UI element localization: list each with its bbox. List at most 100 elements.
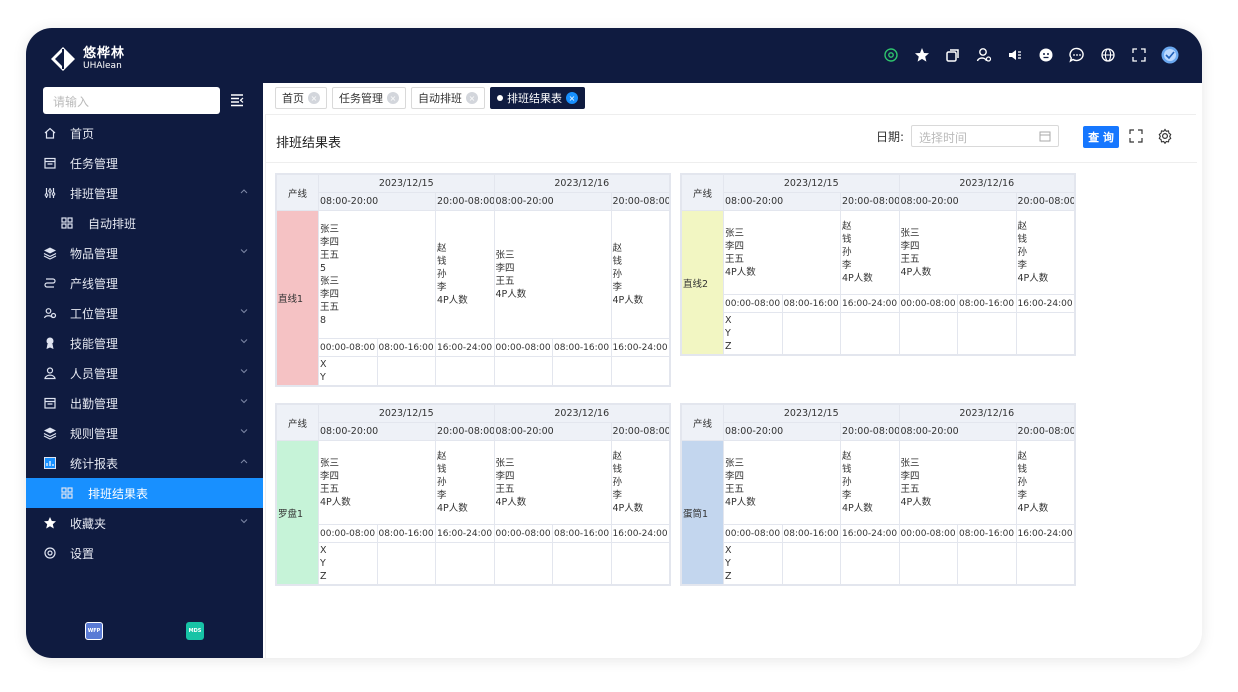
user-settings-icon[interactable] bbox=[974, 45, 994, 65]
sidebar-item-9[interactable]: 出勤管理 bbox=[26, 388, 263, 418]
sidebar-item-5[interactable]: 产线管理 bbox=[26, 268, 263, 298]
tab-3[interactable]: 排班结果表 × bbox=[490, 87, 585, 109]
sidebar: 请输入 首页 任务管理 排班管理 自动排班 物品管理产线管理工位管理技能管理 人员管理 出勤… bbox=[26, 83, 263, 658]
time-slot: 16:00-24:00 bbox=[610, 524, 670, 543]
tab-0[interactable]: 首页 × bbox=[275, 87, 327, 109]
mds-app-button[interactable]: MDS bbox=[186, 622, 204, 640]
sidebar-bottom: WFP MDS bbox=[26, 618, 263, 644]
date-header: 2023/12/15 bbox=[318, 174, 495, 193]
star-icon bbox=[44, 517, 56, 529]
settings-icon[interactable] bbox=[1157, 128, 1173, 144]
date-picker[interactable]: 选择时间 bbox=[911, 125, 1059, 147]
query-button[interactable]: 查 询 bbox=[1083, 126, 1119, 148]
globe-icon[interactable] bbox=[1098, 45, 1118, 65]
expand-icon[interactable] bbox=[1128, 128, 1144, 144]
volume-icon[interactable] bbox=[1005, 45, 1025, 65]
task-icon bbox=[44, 157, 56, 169]
time-slot: 08:00-16:00 bbox=[957, 294, 1017, 313]
time-slot: 00:00-08:00 bbox=[318, 524, 378, 543]
sidebar-item-1[interactable]: 任务管理 bbox=[26, 148, 263, 178]
avatar[interactable] bbox=[1160, 45, 1180, 65]
close-icon[interactable]: × bbox=[387, 92, 399, 104]
face-icon[interactable] bbox=[1036, 45, 1056, 65]
sidebar-item-label: 规则管理 bbox=[70, 426, 119, 441]
logo-icon bbox=[51, 47, 75, 71]
brand-name: 悠桦林 bbox=[83, 46, 126, 61]
sidebar-item-7[interactable]: 技能管理 bbox=[26, 328, 263, 358]
brand: 悠桦林 UHAlean bbox=[83, 47, 125, 72]
sidebar-item-8[interactable]: 人员管理 bbox=[26, 358, 263, 388]
sidebar-item-10[interactable]: 规则管理 bbox=[26, 418, 263, 448]
time-slot: 08:00-16:00 bbox=[552, 524, 612, 543]
chat-icon[interactable] bbox=[1067, 45, 1087, 65]
empty-cell bbox=[610, 542, 670, 585]
empty-cell bbox=[840, 542, 900, 585]
brand-subname: UHAlean bbox=[83, 61, 122, 71]
sidebar-item-13[interactable]: 收藏夹 bbox=[26, 508, 263, 538]
chevron-down-icon bbox=[240, 369, 248, 374]
user-icon bbox=[44, 367, 56, 380]
date-header: 2023/12/15 bbox=[723, 404, 900, 423]
sidebar-item-label: 设置 bbox=[70, 546, 95, 561]
close-icon[interactable]: × bbox=[308, 92, 320, 104]
stack-icon bbox=[43, 427, 57, 440]
shift-header: 08:00-20:00 bbox=[493, 422, 612, 441]
shift-header: 08:00-20:00 bbox=[723, 192, 841, 211]
empty-cell bbox=[610, 356, 670, 386]
fullscreen-icon[interactable] bbox=[1129, 45, 1149, 65]
sidebar-item-6[interactable]: 工位管理 bbox=[26, 298, 263, 328]
line-name: 直线2 bbox=[681, 210, 724, 355]
line-name: 蛋筒1 bbox=[681, 440, 724, 585]
tab-2[interactable]: 自动排班 × bbox=[411, 87, 485, 109]
time-slot: 16:00-24:00 bbox=[610, 338, 670, 357]
tab-1[interactable]: 任务管理 × bbox=[332, 87, 406, 109]
sidebar-item-label: 工位管理 bbox=[70, 306, 119, 321]
line-header: 产线 bbox=[681, 174, 724, 211]
sidebar-item-0[interactable]: 首页 bbox=[26, 118, 263, 148]
assign-cell: 赵钱孙李 4P人数 bbox=[1015, 440, 1075, 525]
sidebar-item-label: 产线管理 bbox=[70, 276, 119, 291]
date-label: 日期: bbox=[876, 130, 905, 144]
time-slot: 00:00-08:00 bbox=[898, 524, 958, 543]
star-icon[interactable] bbox=[912, 45, 932, 65]
time-slot: 08:00-16:00 bbox=[376, 338, 436, 357]
search-input[interactable]: 请输入 bbox=[43, 87, 220, 114]
line-header: 产线 bbox=[681, 404, 724, 441]
line-header: 产线 bbox=[276, 404, 319, 441]
empty-cell bbox=[493, 356, 553, 386]
assign-cell: 赵钱孙李 4P人数 bbox=[1015, 210, 1075, 295]
schedule-table: 产线 2023/12/15 2023/12/16 08:00-20:00 20:… bbox=[275, 403, 671, 586]
assign-cell: 张三 李四 王五 5 张三 李四 王五 8 bbox=[318, 210, 436, 339]
date-header: 2023/12/16 bbox=[493, 174, 670, 193]
panel-header: 排班结果表 日期: 选择时间 查 询 bbox=[266, 115, 1197, 163]
sidebar-item-4[interactable]: 物品管理 bbox=[26, 238, 263, 268]
sidebar-item-2[interactable]: 排班管理 bbox=[26, 178, 263, 208]
line-header: 产线 bbox=[276, 174, 319, 211]
sidebar-item-14[interactable]: 设置 bbox=[26, 538, 263, 568]
sliders-icon bbox=[44, 188, 56, 198]
chevron-down-icon bbox=[240, 309, 248, 314]
date-placeholder: 选择时间 bbox=[919, 131, 968, 145]
close-icon[interactable]: × bbox=[566, 92, 578, 104]
sidebar-item-label: 排班结果表 bbox=[88, 486, 149, 501]
date-header: 2023/12/16 bbox=[898, 404, 1075, 423]
sidebar-item-3[interactable]: 自动排班 bbox=[26, 208, 263, 238]
copy-icon[interactable] bbox=[943, 45, 963, 65]
empty-cell bbox=[898, 542, 958, 585]
shift-header: 08:00-20:00 bbox=[493, 192, 612, 211]
shift-header: 08:00-20:00 bbox=[318, 422, 436, 441]
sidebar-item-label: 收藏夹 bbox=[70, 516, 107, 531]
time-slot: 00:00-08:00 bbox=[493, 524, 553, 543]
menu-collapse-icon[interactable] bbox=[229, 92, 245, 108]
empty-cell bbox=[1015, 542, 1075, 585]
eye-icon[interactable] bbox=[881, 45, 901, 65]
close-icon[interactable]: × bbox=[466, 92, 478, 104]
time-slot: 08:00-16:00 bbox=[781, 294, 841, 313]
time-slot: 08:00-16:00 bbox=[376, 524, 436, 543]
wfp-app-button[interactable]: WFP bbox=[85, 622, 103, 640]
empty-cell bbox=[1015, 312, 1075, 355]
sidebar-item-12[interactable]: 排班结果表 bbox=[26, 478, 263, 508]
report-panel: 排班结果表 日期: 选择时间 查 询 产线 2023/12/15 2023/12… bbox=[265, 114, 1197, 658]
sidebar-item-11[interactable]: 统计报表 bbox=[26, 448, 263, 478]
main-content: 首页 × 任务管理 × 自动排班 × 排班结果表 × 排班结果表 日期: 选择时间 查 询 产… bbox=[263, 83, 1202, 658]
